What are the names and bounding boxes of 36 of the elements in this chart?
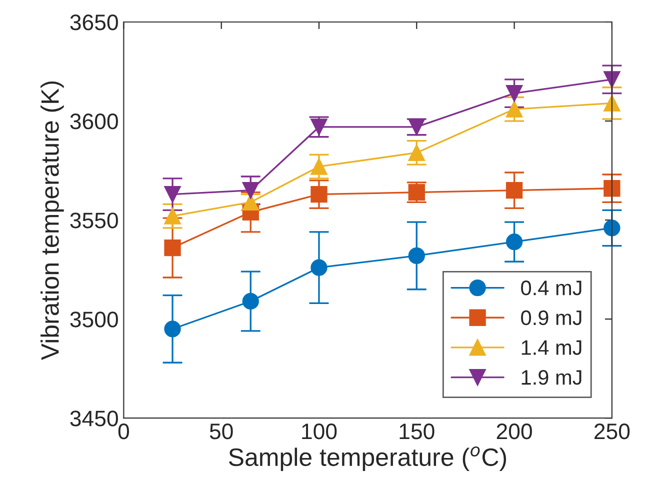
point <box>506 182 523 199</box>
x-tick-label: 150 <box>400 424 434 440</box>
point <box>604 180 620 197</box>
point <box>310 158 328 175</box>
x-tick-label: 250 <box>594 424 630 440</box>
point <box>506 100 523 118</box>
y-tick-label: 3550 <box>70 212 118 228</box>
point <box>242 292 259 310</box>
point <box>604 94 620 112</box>
x-tick-label: 100 <box>302 424 337 440</box>
point <box>242 182 259 199</box>
x-axis-title: Sample temperature ($^{o}$C) <box>228 446 506 472</box>
y-tick-label: 3500 <box>70 312 118 328</box>
point <box>164 186 181 203</box>
x-tick-label: 0 <box>118 424 129 440</box>
point <box>310 186 328 203</box>
point <box>164 208 181 224</box>
point <box>164 320 181 338</box>
point <box>604 71 620 88</box>
x-tick-label: 200 <box>496 424 532 440</box>
point <box>310 259 328 276</box>
y-tick-label: 3450 <box>70 410 118 426</box>
y-axis-title: Vibration temperature (K) <box>40 81 64 360</box>
point <box>164 239 181 256</box>
legend-label: 1.9 mJ <box>522 370 582 385</box>
legend-label: 1.4 mJ <box>522 340 582 355</box>
y-tick-label: 3650 <box>70 14 118 30</box>
point <box>408 247 425 264</box>
legend-label: 0.4 mJ <box>521 280 582 296</box>
point <box>604 220 620 236</box>
x-tick-label: 50 <box>210 424 233 440</box>
legend-label: 0.9 mJ <box>521 310 582 326</box>
point <box>506 84 523 102</box>
y-tick-label: 3600 <box>70 114 118 130</box>
point <box>408 144 425 162</box>
point <box>506 234 523 250</box>
